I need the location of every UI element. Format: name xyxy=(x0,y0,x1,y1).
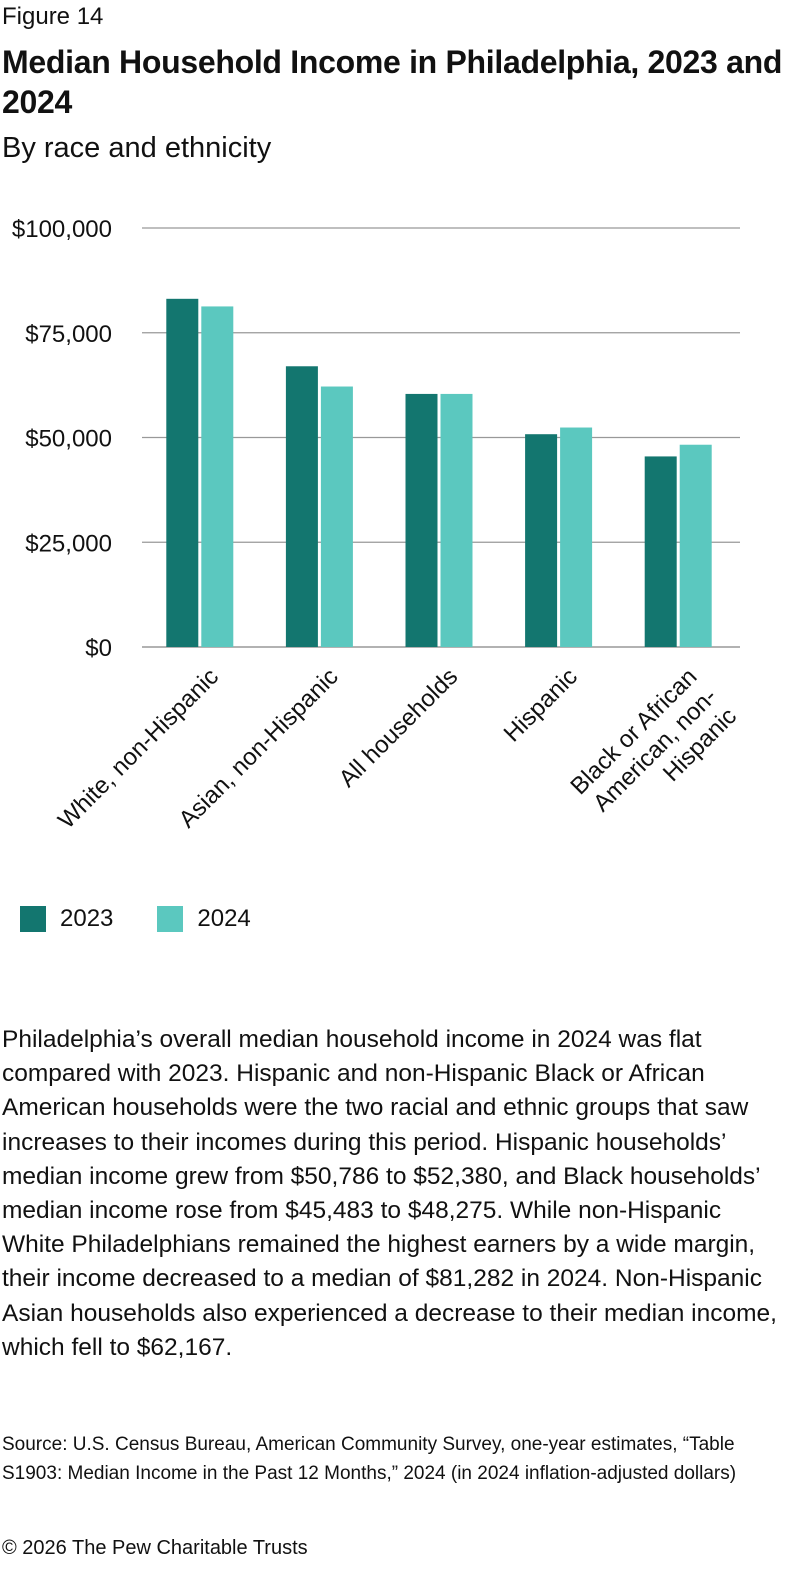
bar-2024 xyxy=(440,393,473,647)
y-tick-label: $75,000 xyxy=(25,321,112,348)
legend-label-2023: 2023 xyxy=(60,905,114,932)
bar-2024 xyxy=(320,386,353,647)
bar-2023 xyxy=(525,434,558,647)
y-tick-label: $25,000 xyxy=(25,530,112,557)
chart-legend: 2023 2024 xyxy=(20,905,295,933)
bar-2024 xyxy=(201,306,234,647)
legend-swatch-2024 xyxy=(157,906,184,932)
y-tick-label: $0 xyxy=(85,635,112,662)
chart-subtitle: By race and ethnicity xyxy=(2,132,272,164)
y-tick-label: $100,000 xyxy=(12,216,112,243)
bar-2024 xyxy=(679,444,712,647)
x-tick-label: Black or AfricanAmerican, non-Hispanic xyxy=(565,663,742,840)
y-tick-label: $50,000 xyxy=(25,426,112,453)
bar-2023 xyxy=(285,366,318,647)
bar-2023 xyxy=(644,456,677,647)
figure-label: Figure 14 xyxy=(2,3,104,30)
legend-item-2023: 2023 xyxy=(20,905,113,933)
source-note: Source: U.S. Census Bureau, American Com… xyxy=(2,1434,737,1484)
body-paragraph: Philadelphia’s overall median household … xyxy=(2,1026,777,1361)
x-tick-label: All households xyxy=(334,663,463,792)
bar-2023 xyxy=(405,393,438,647)
x-tick-label: Hispanic xyxy=(499,663,583,747)
legend-item-2024: 2024 xyxy=(157,905,251,933)
legend-swatch-2023 xyxy=(20,906,46,932)
bar-2023 xyxy=(166,298,199,647)
copyright-notice: © 2026 The Pew Charitable Trusts xyxy=(2,1537,308,1559)
legend-label-2024: 2024 xyxy=(197,905,251,932)
bar-2024 xyxy=(560,427,593,647)
chart-title: Median Household Income in Philadelphia,… xyxy=(2,44,783,120)
